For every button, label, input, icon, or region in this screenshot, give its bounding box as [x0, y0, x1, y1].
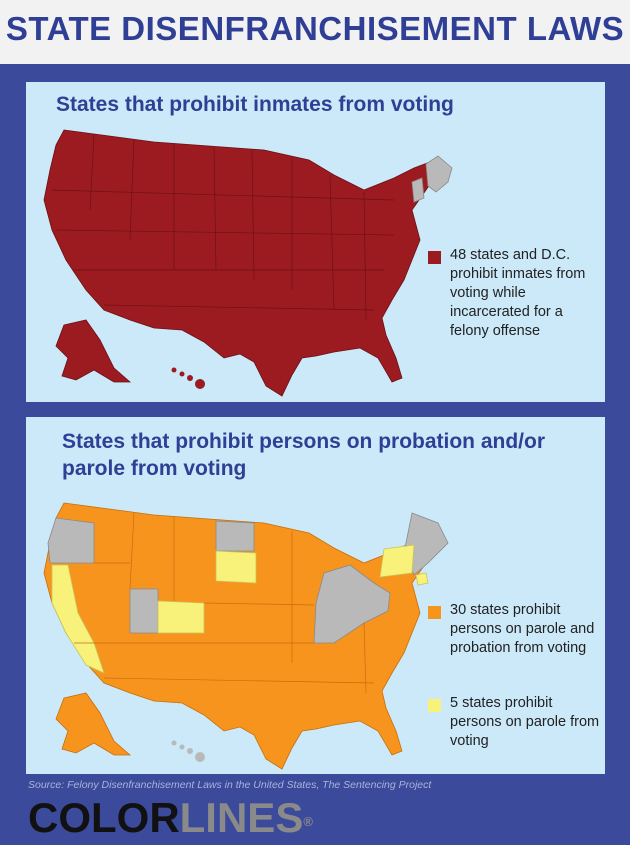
- state-borders: [51, 134, 395, 321]
- parole-only-legend-text: 5 states prohibit persons on parole from…: [450, 695, 600, 749]
- colorado-shape: [157, 600, 205, 634]
- logo-part-color: COLOR: [28, 794, 180, 841]
- connecticut-shape: [415, 572, 429, 586]
- logo-part-lines: LINES: [179, 794, 304, 841]
- parole-probation-legend-text: 30 states prohibit persons on parole and…: [450, 602, 595, 656]
- inmates-legend-swatch: [428, 251, 441, 264]
- probation-panel-title: States that prohibit persons on probatio…: [62, 430, 546, 480]
- title-bar: STATE DISENFRANCHISEMENT LAWS: [0, 0, 630, 64]
- maine-vermont-shape: [425, 155, 453, 193]
- contiguous-us-shape: [43, 129, 439, 397]
- source-credit: Source: Felony Disenfranchisement Laws i…: [28, 779, 432, 791]
- midwest-shape: [313, 564, 391, 644]
- parole-only-legend-swatch: [428, 699, 441, 712]
- state-borders: [74, 512, 375, 694]
- vermont-shape: [411, 177, 425, 203]
- inmates-legend-text: 48 states and D.C. prohibit inmates from…: [450, 247, 586, 339]
- page-title: STATE DISENFRANCHISEMENT LAWS: [5, 10, 625, 47]
- inmates-panel-title: States that prohibit inmates from voting: [56, 93, 454, 116]
- colorlines-logo: COLORLINES®: [28, 795, 313, 841]
- parole-only-legend: 5 states prohibit persons on parole from…: [428, 694, 600, 751]
- registered-mark: ®: [303, 814, 313, 829]
- inmates-legend: 48 states and D.C. prohibit inmates from…: [428, 246, 600, 341]
- california-shape: [51, 564, 105, 674]
- south-dakota-shape: [215, 550, 257, 584]
- probation-parole-map-panel: States that prohibit persons on probatio…: [26, 417, 605, 774]
- unrestricted-states: [47, 512, 449, 644]
- alaska-shape: [55, 692, 132, 756]
- parole-probation-legend: 30 states prohibit persons on parole and…: [428, 601, 600, 658]
- parole-only-states: [51, 544, 429, 674]
- alaska-shape: [55, 319, 132, 383]
- utah-shape: [129, 588, 159, 634]
- hawaii-shape: [171, 740, 205, 762]
- north-dakota-shape: [215, 520, 255, 552]
- us-map-probation-parole: [43, 502, 449, 770]
- parole-probation-legend-swatch: [428, 606, 441, 619]
- washington-oregon-shape: [47, 517, 95, 564]
- us-map-inmates: [43, 129, 453, 397]
- hawaii-shape: [171, 367, 205, 389]
- new-york-shape: [379, 544, 415, 578]
- inmates-map-panel: States that prohibit inmates from voting…: [26, 82, 605, 402]
